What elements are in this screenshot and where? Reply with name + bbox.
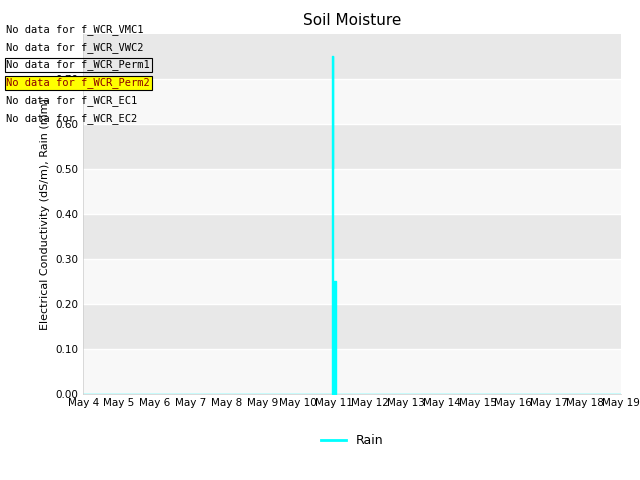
Y-axis label: Electrical Conductivity (dS/m), Rain (mm): Electrical Conductivity (dS/m), Rain (mm… [40, 97, 50, 330]
Text: No data for f_WCR_EC1: No data for f_WCR_EC1 [6, 95, 138, 106]
Bar [83, 123, 621, 168]
Bar [83, 214, 621, 259]
Text: No data for f_WCR_VMC1: No data for f_WCR_VMC1 [6, 24, 144, 35]
Text: No data for f_WCR_Perm1: No data for f_WCR_Perm1 [6, 60, 150, 71]
Bar [83, 259, 621, 303]
Bar [83, 303, 621, 348]
Text: No data for f_WCR_Perm2: No data for f_WCR_Perm2 [6, 77, 150, 88]
Bar [83, 79, 621, 123]
Text: No data for f_WCR_EC2: No data for f_WCR_EC2 [6, 113, 138, 124]
Text: No data for f_WCR_VWC2: No data for f_WCR_VWC2 [6, 42, 144, 53]
Bar [83, 168, 621, 214]
Legend: Rain: Rain [316, 429, 388, 452]
Title: Soil Moisture: Soil Moisture [303, 13, 401, 28]
Bar [83, 348, 621, 394]
